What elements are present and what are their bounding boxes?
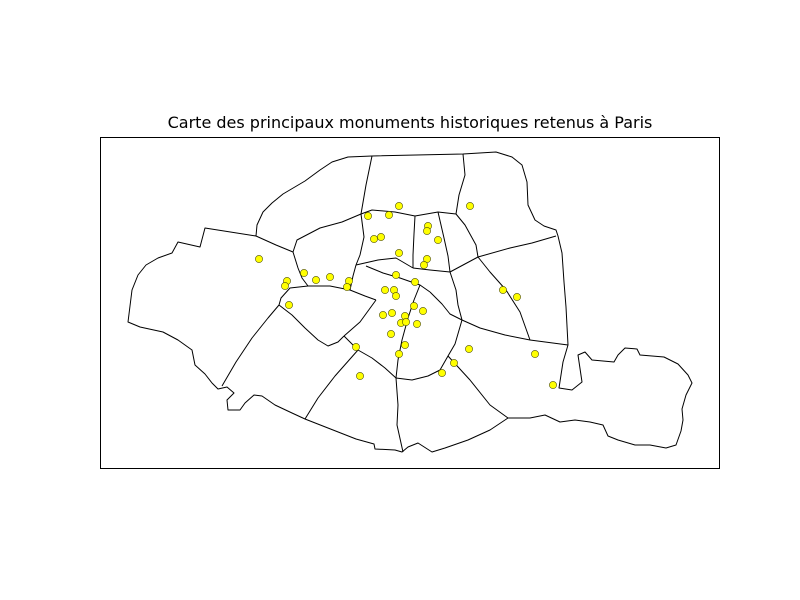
- district-boundary: [395, 377, 404, 453]
- monument-marker: [312, 276, 320, 284]
- monument-marker: [499, 286, 507, 294]
- district-boundary: [395, 319, 463, 381]
- district-boundary: [278, 285, 309, 306]
- monument-marker: [392, 271, 400, 279]
- monument-marker: [395, 249, 403, 257]
- district-boundary: [349, 264, 357, 291]
- monument-marker: [423, 227, 431, 235]
- monument-marker: [387, 330, 395, 338]
- district-boundary: [477, 235, 557, 258]
- monument-marker: [419, 307, 427, 315]
- district-boundary: [412, 267, 451, 273]
- district-boundary: [455, 213, 479, 258]
- paris-outer-boundary: [127, 151, 693, 453]
- monument-marker: [281, 282, 289, 290]
- monument-marker: [379, 311, 387, 319]
- monument-marker: [364, 212, 372, 220]
- district-boundary: [412, 215, 416, 268]
- district-boundary: [355, 213, 365, 266]
- monument-marker: [326, 273, 334, 281]
- district-boundary: [221, 304, 280, 387]
- district-boundary: [477, 256, 531, 341]
- monument-marker: [466, 202, 474, 210]
- monument-marker: [420, 261, 428, 269]
- monument-marker: [381, 286, 389, 294]
- monument-marker: [370, 235, 378, 243]
- monument-marker: [377, 233, 385, 241]
- monument-marker: [388, 309, 396, 317]
- district-boundary: [449, 271, 463, 321]
- district-boundary: [355, 257, 414, 269]
- monument-marker: [438, 369, 446, 377]
- district-boundary: [255, 235, 294, 253]
- district-boundary: [343, 299, 377, 337]
- district-boundary: [292, 251, 309, 287]
- monument-marker: [395, 350, 403, 358]
- district-boundary: [395, 284, 421, 379]
- monument-marker: [513, 293, 521, 301]
- district-boundary: [461, 319, 569, 346]
- monument-marker: [549, 381, 557, 389]
- district-boundary: [365, 265, 431, 293]
- monument-marker: [531, 350, 539, 358]
- monument-marker: [285, 301, 293, 309]
- district-boundary: [278, 304, 345, 347]
- monument-marker: [300, 269, 308, 277]
- map-title: Carte des principaux monuments historiqu…: [167, 113, 653, 132]
- monument-marker: [450, 359, 458, 367]
- district-boundary: [304, 349, 359, 420]
- monument-marker: [255, 255, 263, 263]
- map-frame: [100, 137, 720, 469]
- district-boundary: [437, 211, 451, 273]
- district-boundary: [292, 213, 362, 253]
- monument-marker: [392, 292, 400, 300]
- monument-marker: [410, 302, 418, 310]
- monument-marker: [356, 372, 364, 380]
- district-boundary: [429, 291, 463, 321]
- monument-marker: [401, 341, 409, 349]
- district-boundary: [449, 256, 479, 273]
- monument-marker: [385, 211, 393, 219]
- monument-marker: [413, 320, 421, 328]
- monument-marker: [343, 283, 351, 291]
- monument-marker: [411, 278, 419, 286]
- monument-markers: [255, 202, 557, 389]
- district-boundary: [360, 155, 373, 215]
- district-boundary: [360, 209, 457, 217]
- monument-marker: [352, 343, 360, 351]
- monument-marker: [402, 318, 410, 326]
- monument-marker: [395, 202, 403, 210]
- district-boundary: [447, 355, 509, 419]
- monument-marker: [465, 345, 473, 353]
- district-boundary: [455, 153, 466, 215]
- district-boundary: [308, 285, 377, 301]
- monument-marker: [434, 236, 442, 244]
- paris-map: [127, 151, 693, 453]
